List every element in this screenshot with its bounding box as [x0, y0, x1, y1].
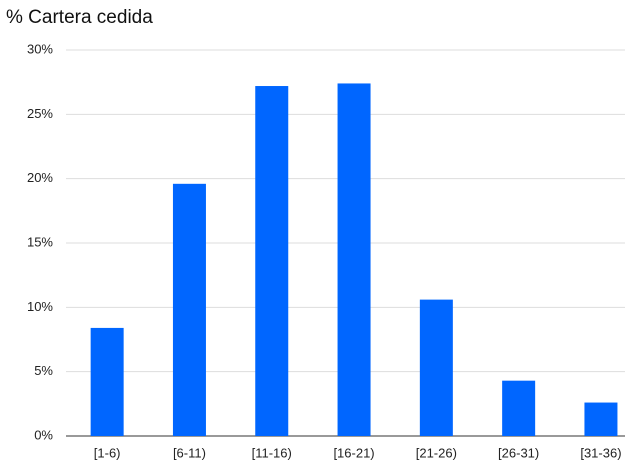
y-tick-label: 0%	[34, 427, 53, 442]
bar	[90, 327, 124, 436]
x-tick-label: [6-11)	[173, 445, 206, 460]
y-tick-label: 5%	[34, 363, 53, 378]
y-tick-label: 25%	[27, 106, 53, 121]
bar	[584, 402, 618, 436]
bar	[172, 183, 206, 436]
y-tick-label: 30%	[27, 41, 53, 56]
y-tick-label: 10%	[27, 299, 53, 314]
x-tick-label: [31-36)	[580, 445, 621, 460]
bar	[337, 83, 371, 436]
y-tick-label: 15%	[27, 234, 53, 249]
y-tick-label: 20%	[27, 170, 53, 185]
x-tick-label: [1-6)	[94, 445, 121, 460]
x-tick-label: [11-16)	[252, 445, 292, 460]
bar	[419, 299, 453, 436]
x-tick-label: [16-21)	[333, 445, 374, 460]
bar	[255, 86, 289, 436]
x-tick-label: [26-31)	[498, 445, 539, 460]
bar	[502, 380, 536, 436]
x-tick-label: [21-26)	[416, 445, 457, 460]
chart-title: % Cartera cedida	[6, 7, 153, 28]
